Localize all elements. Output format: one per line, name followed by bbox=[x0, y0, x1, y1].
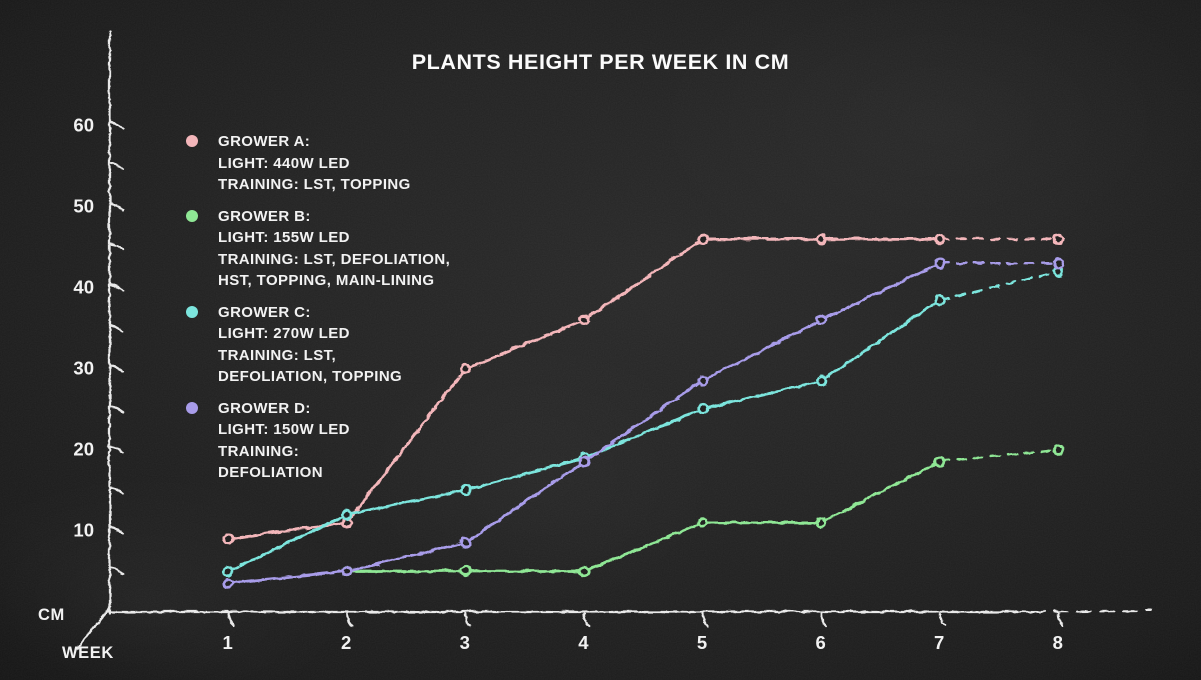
legend-text-grower-d: GROWER D: LIGHT: 150W LED TRAINING: DEFOLIA… bbox=[218, 398, 350, 484]
x-axis-unit-label: WEEK bbox=[62, 644, 114, 662]
x-tick-label-week-5: 5 bbox=[697, 632, 707, 653]
data-point-grower-b-week-6 bbox=[814, 516, 827, 528]
origin-diagonal-line bbox=[74, 604, 112, 650]
y-tick-25 bbox=[108, 404, 124, 413]
data-point-grower-d-week-5 bbox=[696, 374, 708, 386]
legend-line: GROWER A: bbox=[218, 133, 311, 150]
legend-text-grower-c: GROWER C: LIGHT: 270W LED TRAINING: LST, DE… bbox=[218, 302, 402, 388]
legend-item-grower-d: GROWER D: LIGHT: 150W LED TRAINING: DEFOLIA… bbox=[186, 398, 450, 484]
data-point-grower-a-week-5 bbox=[696, 232, 708, 245]
legend-item-grower-a: GROWER A: LIGHT: 440W LED TRAINING: LST, T… bbox=[186, 131, 450, 196]
data-point-grower-a-week-7 bbox=[933, 232, 945, 245]
data-point-grower-a-week-3 bbox=[459, 362, 471, 374]
legend-dot-grower-d bbox=[186, 401, 198, 414]
y-tick-35 bbox=[108, 323, 124, 332]
x-tick-label-week-1: 1 bbox=[222, 632, 232, 653]
data-point-grower-a-week-4 bbox=[577, 313, 590, 326]
legend-item-grower-c: GROWER C: LIGHT: 270W LED TRAINING: LST, DE… bbox=[186, 302, 450, 388]
x-tick-week-7 bbox=[938, 611, 946, 627]
y-tick-label-40: 40 bbox=[73, 277, 94, 298]
x-axis-line-dashed-tail bbox=[1029, 609, 1151, 612]
legend-line: LIGHT: 150W LED bbox=[218, 421, 350, 438]
series-line-grower-b-dashed-segment bbox=[938, 447, 1059, 463]
legend-text-grower-a: GROWER A: LIGHT: 440W LED TRAINING: LST, T… bbox=[218, 131, 411, 196]
legend-line: LIGHT: 270W LED bbox=[218, 325, 350, 342]
data-point-grower-c-week-3 bbox=[459, 483, 471, 496]
data-point-grower-d-week-2 bbox=[340, 564, 352, 577]
data-point-grower-c-week-2 bbox=[340, 508, 352, 520]
data-point-grower-b-week-8 bbox=[1052, 443, 1064, 455]
y-tick-40 bbox=[108, 282, 124, 292]
legend-line: DEFOLIATION, TOPPING bbox=[218, 368, 403, 385]
legend: GROWER A: LIGHT: 440W LED TRAINING: LST, T… bbox=[186, 131, 450, 484]
legend-dot-grower-c bbox=[186, 305, 198, 318]
data-point-grower-c-week-6 bbox=[814, 374, 827, 386]
data-point-grower-b-week-4 bbox=[577, 564, 590, 577]
y-tick-label-60: 60 bbox=[73, 115, 94, 136]
legend-text-grower-b: GROWER B: LIGHT: 155W LED TRAINING: LST, D… bbox=[218, 206, 450, 292]
y-tick-15 bbox=[108, 485, 124, 494]
data-point-grower-d-week-1 bbox=[221, 576, 234, 589]
x-tick-label-week-7: 7 bbox=[934, 632, 944, 653]
chart-title: PLANTS HEIGHT PER WEEK IN CM bbox=[411, 50, 790, 74]
x-tick-week-8 bbox=[1056, 611, 1064, 627]
x-tick-label-week-3: 3 bbox=[460, 632, 470, 653]
data-point-grower-d-week-7 bbox=[933, 257, 945, 269]
data-point-grower-c-week-7 bbox=[933, 293, 945, 305]
legend-item-grower-b: GROWER B: LIGHT: 155W LED TRAINING: LST, D… bbox=[186, 206, 450, 292]
y-tick-55 bbox=[108, 161, 124, 170]
y-tick-label-30: 30 bbox=[73, 358, 94, 379]
legend-line: TRAINING: LST, bbox=[218, 346, 337, 364]
data-point-grower-d-week-6 bbox=[814, 313, 827, 326]
legend-dot-grower-a bbox=[186, 135, 198, 147]
legend-line: TRAINING: LST, DEFOLIATION, bbox=[218, 250, 451, 268]
legend-line: TRAINING: LST, TOPPING bbox=[218, 176, 411, 193]
legend-dot-grower-b bbox=[186, 209, 198, 222]
x-tick-week-6 bbox=[819, 611, 827, 627]
legend-line: TRAINING: bbox=[218, 442, 300, 460]
data-point-grower-a-week-6 bbox=[814, 232, 827, 245]
x-tick-label-week-2: 2 bbox=[341, 632, 351, 653]
legend-line: GROWER C: bbox=[218, 303, 311, 321]
data-point-grower-b-week-7 bbox=[933, 455, 945, 467]
y-tick-label-20: 20 bbox=[73, 439, 94, 460]
y-tick-60 bbox=[108, 120, 124, 130]
y-tick-10 bbox=[108, 525, 124, 535]
data-point-grower-a-week-1 bbox=[221, 532, 234, 544]
y-tick-5 bbox=[108, 566, 124, 575]
data-point-grower-d-week-3 bbox=[459, 536, 471, 548]
y-tick-label-10: 10 bbox=[73, 520, 94, 541]
data-point-grower-a-week-8 bbox=[1052, 232, 1064, 245]
series-line-grower-c-dashed-segment bbox=[938, 269, 1059, 301]
legend-line: GROWER D: bbox=[218, 399, 311, 417]
y-tick-20 bbox=[108, 444, 124, 454]
legend-line: LIGHT: 155W LED bbox=[218, 229, 350, 246]
data-point-grower-d-week-4 bbox=[577, 455, 590, 467]
y-axis-unit-label: CM bbox=[38, 606, 65, 624]
data-point-grower-b-week-5 bbox=[696, 516, 708, 528]
y-tick-label-50: 50 bbox=[73, 196, 94, 217]
x-tick-label-week-4: 4 bbox=[578, 632, 589, 653]
x-tick-week-3 bbox=[463, 611, 471, 627]
x-tick-week-4 bbox=[582, 611, 590, 627]
x-tick-week-2 bbox=[345, 611, 353, 627]
data-point-grower-c-week-5 bbox=[696, 402, 708, 415]
y-tick-30 bbox=[108, 363, 124, 373]
legend-line: LIGHT: 440W LED bbox=[218, 154, 350, 172]
x-tick-week-5 bbox=[700, 611, 709, 627]
legend-line: DEFOLIATION bbox=[218, 464, 323, 481]
x-tick-label-week-8: 8 bbox=[1053, 632, 1063, 653]
x-tick-week-1 bbox=[226, 611, 234, 627]
legend-line: GROWER B: bbox=[218, 207, 311, 225]
y-tick-50 bbox=[108, 201, 124, 211]
data-point-grower-c-week-1 bbox=[221, 564, 234, 577]
y-tick-45 bbox=[108, 242, 124, 251]
data-point-grower-d-week-8 bbox=[1052, 257, 1064, 269]
data-point-grower-b-week-3 bbox=[459, 564, 471, 577]
legend-line: HST, TOPPING, MAIN-LINING bbox=[218, 272, 435, 289]
x-tick-label-week-6: 6 bbox=[815, 632, 825, 653]
